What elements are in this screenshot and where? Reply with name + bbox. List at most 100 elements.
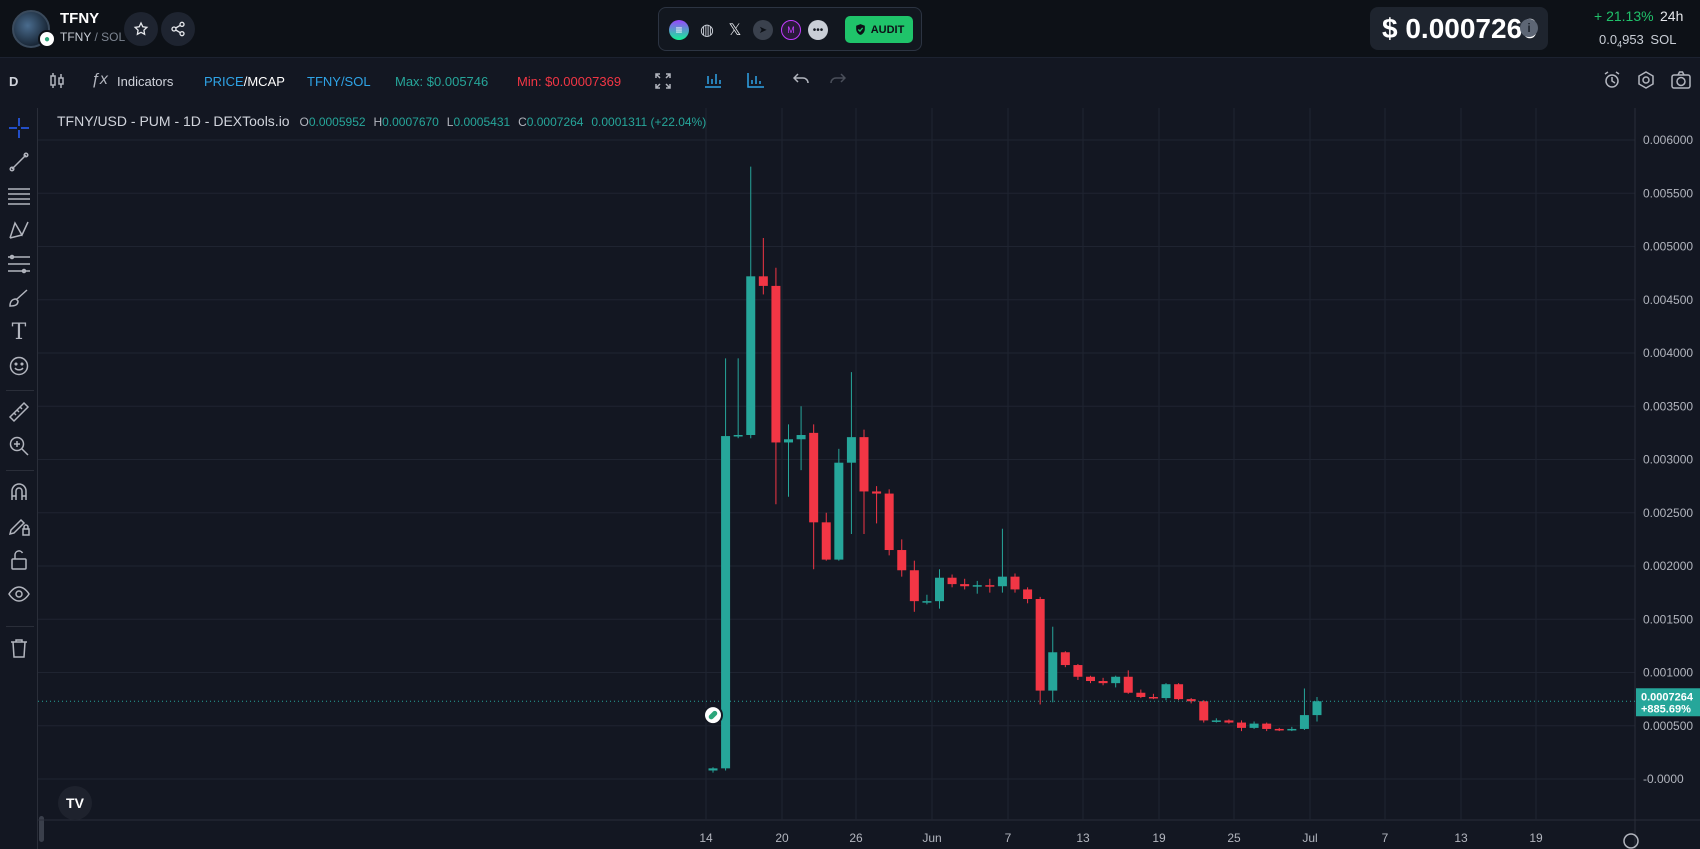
time-tick-label: 7 — [1382, 831, 1389, 845]
chart-legend: TFNY/USD - PUM - 1D - DEXTools.io O 0.000… — [57, 113, 706, 129]
fullscreen-button[interactable] — [655, 73, 671, 92]
price-chart[interactable]: 0.006000 0.005500 0.005000 0.004500 0.004000… — [38, 108, 1700, 849]
price-tick-label: 0.001000 — [1643, 666, 1693, 680]
smiley-icon — [9, 356, 29, 376]
change-period: 24h — [1660, 8, 1684, 24]
undo-button[interactable] — [792, 72, 809, 89]
candle-body — [1299, 715, 1309, 729]
visibility-tool[interactable] — [7, 582, 31, 606]
alert-button[interactable] — [1603, 71, 1621, 92]
candle-body — [1262, 723, 1272, 729]
legend-symbol: TFNY/USD - PUM - 1D - DEXTools.io — [57, 113, 290, 129]
favorite-star-button[interactable] — [124, 12, 158, 46]
token-name: TFNY — [60, 10, 100, 27]
audit-button[interactable]: AUDIT — [845, 16, 913, 43]
candle-body — [972, 585, 982, 587]
solana-icon[interactable]: ≡ — [669, 20, 689, 40]
crosshair-tool[interactable] — [7, 116, 31, 140]
price-tick-label: 0.000500 — [1643, 719, 1693, 733]
delete-drawings-tool[interactable] — [7, 636, 31, 660]
candle-body — [1035, 599, 1045, 691]
bars-icon — [705, 74, 721, 88]
candle-body — [1098, 681, 1108, 684]
share-button[interactable] — [161, 12, 195, 46]
explorer-icon[interactable]: M — [781, 20, 801, 40]
price-mcap-toggle[interactable]: PRICE/MCAP — [204, 74, 285, 89]
pattern-tool[interactable] — [7, 218, 31, 242]
candle-body — [1073, 665, 1083, 677]
telegram-icon[interactable]: ➤ — [753, 20, 773, 40]
candle-body — [1186, 699, 1196, 702]
redo-icon — [830, 73, 847, 84]
price-tick-label: 0.002500 — [1643, 506, 1693, 520]
candle-body — [884, 493, 894, 551]
candle-body — [1249, 723, 1259, 728]
website-globe-icon[interactable]: ◍ — [700, 22, 714, 39]
price-tick-label: 0.005000 — [1643, 240, 1693, 254]
current-price-label: 0.0007264 — [1641, 691, 1694, 703]
candle-body — [1199, 701, 1209, 721]
time-tick-label: 19 — [1152, 831, 1166, 845]
lock-drawings-tool[interactable] — [7, 514, 31, 538]
candle-body — [1224, 720, 1234, 723]
info-icon[interactable]: i — [1520, 19, 1538, 37]
gear-icon — [1638, 71, 1654, 89]
screenshot-button[interactable] — [1671, 71, 1691, 92]
trendline-tool[interactable] — [7, 150, 31, 174]
interval-selector[interactable]: D — [9, 74, 19, 89]
candle-style-button[interactable] — [49, 72, 65, 93]
star-icon — [133, 21, 149, 36]
legend-close: 0.0007264 — [526, 115, 584, 129]
toolbar-scrollbar[interactable] — [39, 816, 44, 842]
social-links-bar: ≡ ◍ 𝕏 ➤ M ••• AUDIT — [658, 7, 922, 51]
current-change-label: +885.69% — [1641, 703, 1691, 715]
legend-open-label: O — [299, 115, 309, 129]
candle-body — [746, 276, 756, 436]
ruler-icon — [8, 401, 30, 423]
unlock-tool[interactable] — [7, 548, 31, 572]
token-pair: TFNY / SOL — [60, 30, 125, 44]
indicators-button[interactable]: Indicators — [117, 74, 174, 89]
zoom-in-tool[interactable] — [7, 434, 31, 458]
more-links-icon[interactable]: ••• — [808, 20, 828, 40]
fx-icon[interactable]: ƒx — [91, 71, 108, 88]
crosshair-icon — [9, 118, 29, 138]
redo-button[interactable] — [830, 72, 847, 89]
candle-body — [809, 432, 819, 523]
horizontal-lines-tool[interactable] — [7, 184, 31, 208]
candle-body — [1048, 652, 1058, 691]
volume-chart-button[interactable] — [747, 72, 765, 91]
share-icon — [171, 21, 185, 37]
ruler-tool[interactable] — [7, 400, 31, 424]
sol-unit: SOL — [1650, 32, 1677, 47]
legend-low: 0.0005431 — [453, 115, 511, 129]
text-tool-icon[interactable]: T — [11, 319, 27, 345]
drawing-toolbar: T — [0, 108, 44, 849]
emoji-tool[interactable] — [7, 354, 31, 378]
candle-body — [1023, 589, 1033, 600]
fib-tool[interactable] — [7, 252, 31, 276]
settings-button[interactable] — [1637, 71, 1655, 92]
candle-body — [1161, 684, 1171, 699]
x-twitter-icon[interactable]: 𝕏 — [728, 22, 742, 39]
candle-body — [859, 437, 869, 492]
time-tick-label: 20 — [775, 831, 789, 845]
price-tick-label: 0.004000 — [1643, 346, 1693, 360]
horizontal-lines-icon — [8, 188, 30, 205]
magnet-tool[interactable] — [7, 480, 31, 504]
pair-toggle[interactable]: TFNY/SOL — [307, 74, 371, 89]
brush-tool[interactable] — [7, 286, 31, 310]
candle-body — [1060, 652, 1070, 666]
chart-toolbar: D ƒx Indicators PRICE/MCAP TFNY/SOL Max:… — [0, 58, 1700, 108]
legend-close-label: C — [518, 115, 527, 129]
tradingview-logo[interactable]: TV — [58, 786, 92, 820]
brush-icon — [9, 289, 28, 307]
pattern-icon — [9, 221, 29, 239]
bar-chart-button[interactable] — [704, 72, 722, 91]
candle-body — [1123, 676, 1133, 693]
candle-body — [796, 435, 806, 440]
candle-body — [1237, 722, 1246, 728]
candle-body — [1111, 676, 1121, 684]
sol-price-zeros: 4 — [1617, 39, 1623, 50]
audit-label: AUDIT — [870, 23, 905, 36]
